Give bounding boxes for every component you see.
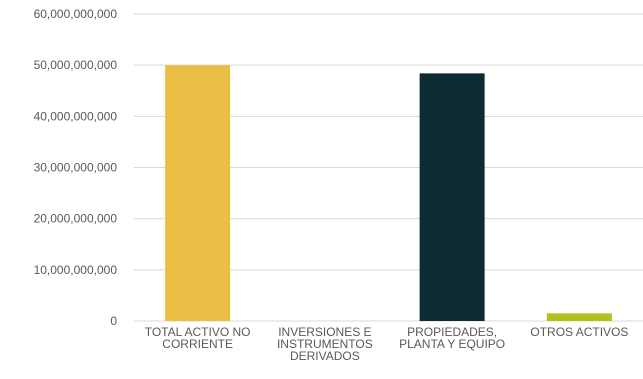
y-tick-label: 0 (110, 314, 117, 328)
bar (546, 313, 612, 321)
x-category-label: PROPIEDADES, PLANTA Y EQUIPO (399, 325, 505, 351)
y-tick-label: 50,000,000,000 (34, 58, 118, 72)
x-category-label-line: DERIVADOS (290, 349, 360, 363)
y-tick-label: 60,000,000,000 (34, 7, 118, 21)
x-category-label-line: PROPIEDADES, (407, 325, 497, 339)
bar (419, 73, 485, 321)
y-tick-label: 40,000,000,000 (34, 109, 118, 123)
x-category-label-line: PLANTA Y EQUIPO (399, 337, 505, 351)
y-tick-label: 30,000,000,000 (34, 161, 118, 175)
y-tick-label: 20,000,000,000 (34, 212, 118, 226)
x-category-label-line: CORRIENTE (162, 337, 233, 351)
x-category-label-line: INVERSIONES E (278, 325, 371, 339)
bar (165, 65, 231, 322)
x-category-label-line: INSTRUMENTOS (277, 337, 373, 351)
y-tick-label: 10,000,000,000 (34, 263, 118, 277)
x-category-label: INVERSIONES E INSTRUMENTOS DERIVADOS (277, 325, 373, 363)
y-axis-tick-labels: 0 10,000,000,000 20,000,000,000 30,000,000,… (34, 7, 118, 328)
x-category-label: OTROS ACTIVOS (530, 325, 628, 339)
bars (165, 65, 612, 322)
x-category-label-line: TOTAL ACTIVO NO (145, 325, 251, 339)
x-axis-category-labels: TOTAL ACTIVO NO CORRIENTE INVERSIONES E INS… (145, 325, 629, 363)
x-category-label: TOTAL ACTIVO NO CORRIENTE (145, 325, 251, 351)
x-category-label-line: OTROS ACTIVOS (530, 325, 628, 339)
